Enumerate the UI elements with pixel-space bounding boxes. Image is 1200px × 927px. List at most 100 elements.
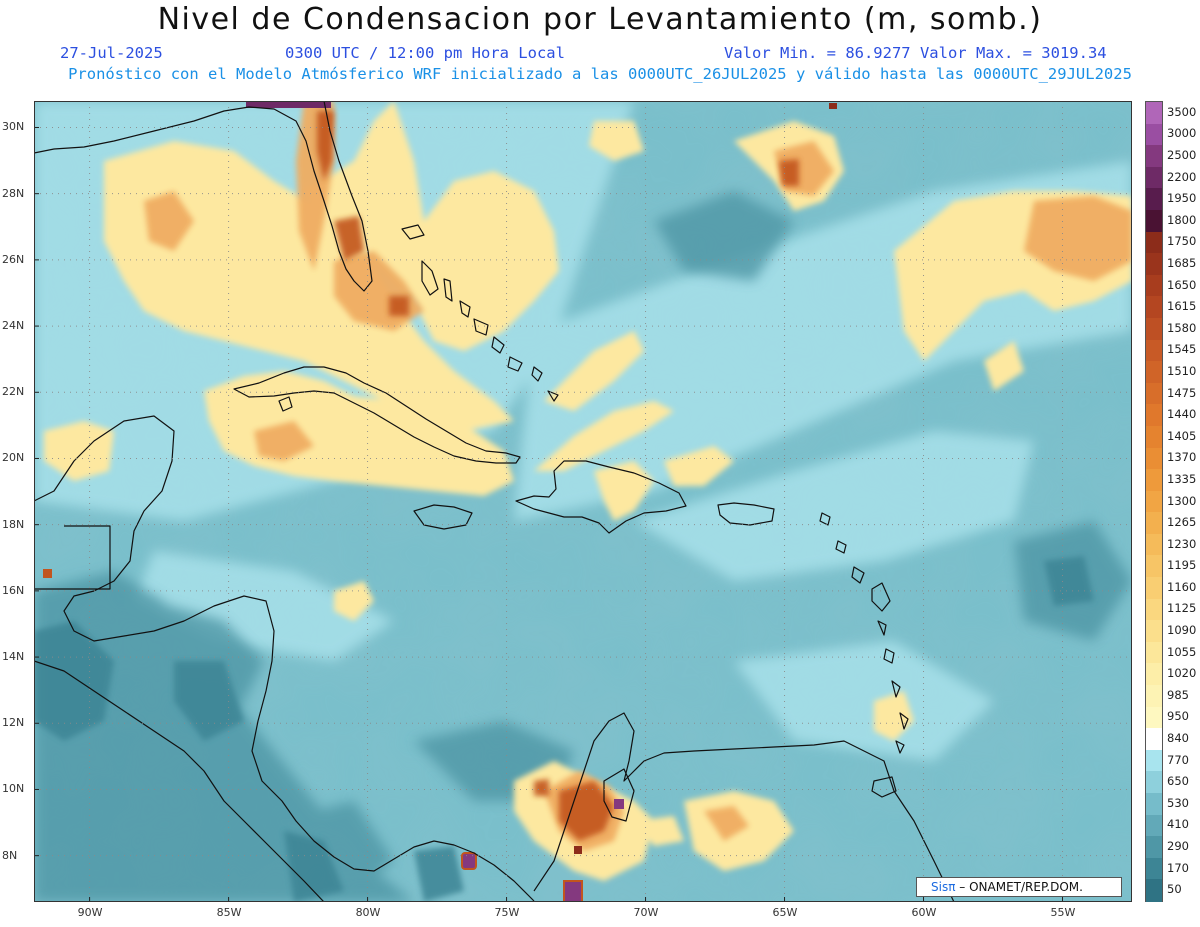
colorbar-cell xyxy=(1146,879,1162,902)
colorbar-cell xyxy=(1146,749,1162,773)
credit-box: Sisπ – ONAMET/REP.DOM. xyxy=(916,877,1122,897)
colorbar-cell xyxy=(1146,274,1162,297)
lon-tick-label: 75W xyxy=(494,906,520,919)
colorbar-label: 1090 xyxy=(1167,623,1197,638)
colorbar-cell xyxy=(1146,706,1162,729)
colorbar-cell xyxy=(1146,296,1162,319)
lat-tick-label: 12N xyxy=(2,716,25,730)
colorbar-label: 1230 xyxy=(1167,536,1197,551)
lon-tick-label: 55W xyxy=(1050,906,1076,919)
lat-tick-label: 26N xyxy=(2,252,25,266)
colorbar-cell xyxy=(1146,447,1162,470)
colorbar-cell xyxy=(1146,123,1162,146)
coastline-layer xyxy=(34,101,955,902)
colorbar-cell xyxy=(1146,188,1162,211)
lcl-map xyxy=(34,101,1132,902)
colorbar-label: 1475 xyxy=(1167,385,1197,400)
brown-layer xyxy=(317,111,799,841)
colorbar-cell xyxy=(1146,209,1162,233)
lon-tick-label: 90W xyxy=(77,906,103,919)
colorbar xyxy=(1145,101,1163,902)
colorbar-label: 1405 xyxy=(1167,428,1197,443)
lat-tick-label: 20N xyxy=(2,451,25,465)
lon-tick-label: 65W xyxy=(772,906,798,919)
colorbar-label: 1650 xyxy=(1167,277,1197,292)
darkest-teal-layer xyxy=(34,556,1094,902)
colorbar-label: 1160 xyxy=(1167,579,1197,594)
colorbar-cell xyxy=(1146,577,1162,600)
colorbar-label: 950 xyxy=(1167,709,1189,724)
colorbar-label: 840 xyxy=(1167,731,1189,746)
colorbar-cell xyxy=(1146,317,1162,341)
colorbar-cell xyxy=(1146,231,1162,254)
colorbar-cell xyxy=(1146,469,1162,492)
colorbar-label: 1510 xyxy=(1167,363,1197,378)
colorbar-label: 3000 xyxy=(1167,126,1197,141)
purple-layer xyxy=(43,101,837,902)
colorbar-cell xyxy=(1146,555,1162,578)
colorbar-label: 170 xyxy=(1167,860,1189,875)
credit-text: – ONAMET/REP.DOM. xyxy=(959,880,1083,894)
colorbar-label: 1265 xyxy=(1167,515,1197,530)
colorbar-label: 650 xyxy=(1167,774,1189,789)
colorbar-cell xyxy=(1146,685,1162,708)
colorbar-label: 1125 xyxy=(1167,601,1197,616)
colorbar-cell xyxy=(1146,771,1162,794)
lat-tick-label: 28N xyxy=(2,186,25,200)
colorbar-label: 50 xyxy=(1167,882,1182,897)
colorbar-label: 1020 xyxy=(1167,666,1197,681)
colorbar-cell xyxy=(1146,533,1162,557)
colorbar-cell xyxy=(1146,166,1162,189)
colorbar-label: 530 xyxy=(1167,795,1189,810)
lat-tick-label: 8N xyxy=(2,848,18,862)
colorbar-label: 1300 xyxy=(1167,493,1197,508)
colorbar-cell xyxy=(1146,857,1162,880)
colorbar-cell xyxy=(1146,598,1162,621)
colorbar-label: 290 xyxy=(1167,839,1189,853)
colorbar-label: 1335 xyxy=(1167,471,1197,486)
colorbar-label: 1370 xyxy=(1167,450,1197,465)
colorbar-cell xyxy=(1146,663,1162,686)
colorbar-label: 770 xyxy=(1167,752,1189,767)
colorbar-label: 2500 xyxy=(1167,147,1197,162)
colorbar-cell xyxy=(1146,253,1162,276)
lat-tick-label: 14N xyxy=(2,650,25,664)
colorbar-label: 1545 xyxy=(1167,342,1197,357)
colorbar-cell xyxy=(1146,728,1162,751)
min-max-values: Valor Min. = 86.9277 Valor Max. = 3019.3… xyxy=(724,44,1107,62)
colorbar-label: 2200 xyxy=(1167,169,1197,184)
colorbar-label: 410 xyxy=(1167,817,1189,832)
lat-tick-label: 30N xyxy=(2,120,25,134)
colorbar-label: 3500 xyxy=(1167,104,1197,119)
colorbar-cell xyxy=(1146,425,1162,449)
lat-tick-label: 10N xyxy=(2,782,25,796)
colorbar-label: 1440 xyxy=(1167,407,1197,422)
map-frame xyxy=(34,101,1132,902)
colorbar-cell xyxy=(1146,102,1162,125)
colorbar-cell xyxy=(1146,512,1162,535)
colorbar-cell xyxy=(1146,404,1162,427)
sispi-logo: Sisπ xyxy=(931,880,956,894)
colorbar-label: 1750 xyxy=(1167,234,1197,249)
colorbar-cell xyxy=(1146,793,1162,816)
colorbar-label: 1800 xyxy=(1167,212,1197,227)
colorbar-cell xyxy=(1146,814,1162,837)
colorbar-cell xyxy=(1146,361,1162,384)
colorbar-label: 1685 xyxy=(1167,255,1197,270)
colorbar-cell xyxy=(1146,641,1162,665)
forecast-date: 27-Jul-2025 xyxy=(60,44,163,62)
colorbar-cell xyxy=(1146,620,1162,643)
lat-tick-label: 18N xyxy=(2,517,25,531)
lon-tick-label: 60W xyxy=(911,906,937,919)
lon-tick-label: 85W xyxy=(216,906,242,919)
lat-tick-label: 16N xyxy=(2,583,25,597)
colorbar-cell xyxy=(1146,339,1162,362)
lat-tick-label: 22N xyxy=(2,385,25,399)
lon-tick-label: 80W xyxy=(355,906,381,919)
lat-tick-label: 24N xyxy=(2,319,25,333)
colorbar-label: 1055 xyxy=(1167,644,1197,659)
colorbar-label: 1195 xyxy=(1167,558,1197,573)
map-title: Nivel de Condensacion por Levantamiento … xyxy=(157,2,1043,37)
colorbar-label: 1950 xyxy=(1167,191,1197,206)
colorbar-label: 1615 xyxy=(1167,299,1197,314)
